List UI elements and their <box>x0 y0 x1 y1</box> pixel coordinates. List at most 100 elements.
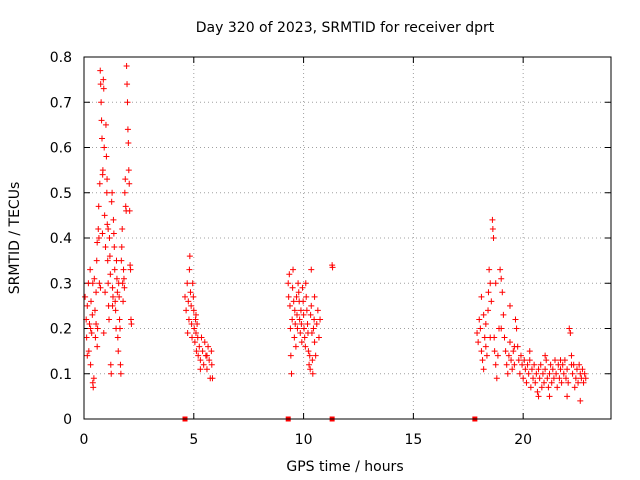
data-point <box>559 361 566 368</box>
data-point <box>302 280 309 287</box>
data-point <box>502 348 509 355</box>
data-point <box>309 370 316 377</box>
data-point <box>557 366 564 373</box>
data-point <box>498 275 505 282</box>
data-point <box>191 339 198 346</box>
data-point <box>87 266 94 273</box>
data-point <box>550 375 557 382</box>
data-point <box>311 339 318 346</box>
data-point <box>85 348 92 355</box>
data-point <box>102 121 109 128</box>
data-point <box>87 361 94 368</box>
data-point <box>315 334 322 341</box>
data-point <box>289 316 296 323</box>
data-point <box>126 207 133 214</box>
y-tick-label: 0.4 <box>50 231 72 247</box>
data-point <box>501 334 508 341</box>
data-point <box>535 393 542 400</box>
data-point <box>189 280 196 287</box>
data-point <box>285 280 292 287</box>
data-point <box>295 280 302 287</box>
y-tick-label: 0.7 <box>50 95 72 111</box>
data-point <box>93 257 100 264</box>
data-point <box>307 366 314 373</box>
data-point <box>118 244 125 251</box>
data-point <box>199 348 206 355</box>
data-point <box>103 153 110 160</box>
data-point <box>519 361 526 368</box>
data-point <box>125 167 132 174</box>
data-point <box>187 289 194 296</box>
data-point <box>287 325 294 332</box>
data-point <box>90 384 97 391</box>
data-point <box>122 176 129 183</box>
data-point <box>305 348 312 355</box>
data-point <box>528 366 535 373</box>
data-point <box>96 280 103 287</box>
data-point <box>121 284 128 291</box>
data-point <box>291 307 298 314</box>
data-point <box>96 180 103 187</box>
data-point <box>509 366 516 373</box>
data-point <box>581 370 588 377</box>
data-point <box>109 302 116 309</box>
data-point <box>314 307 321 314</box>
data-point <box>292 320 299 327</box>
data-point <box>110 216 117 223</box>
data-point <box>100 85 107 92</box>
data-point <box>526 357 533 364</box>
y-tick-label: 0.1 <box>50 367 72 383</box>
data-point <box>104 176 111 183</box>
data-point <box>516 370 523 377</box>
y-tick-label: 0.6 <box>50 141 72 157</box>
data-point <box>203 352 210 359</box>
data-point <box>489 225 496 232</box>
data-point <box>536 375 543 382</box>
data-point <box>302 343 309 350</box>
data-point <box>308 302 315 309</box>
data-point <box>567 330 574 337</box>
data-point <box>200 361 207 368</box>
data-point <box>311 316 318 323</box>
data-point <box>562 375 569 382</box>
x-tick-label: 5 <box>189 432 198 448</box>
data-point <box>98 117 105 124</box>
data-point <box>296 316 303 323</box>
data-point <box>290 266 297 273</box>
data-point <box>208 361 215 368</box>
data-point <box>480 311 487 318</box>
data-point <box>100 330 107 337</box>
data-point <box>118 257 125 264</box>
data-point <box>487 334 494 341</box>
data-point <box>511 343 518 350</box>
data-point <box>109 293 116 300</box>
data-point <box>485 289 492 296</box>
data-point <box>548 379 555 386</box>
data-point <box>285 293 292 300</box>
data-point <box>117 361 124 368</box>
data-point <box>571 384 578 391</box>
data-point <box>308 330 315 337</box>
data-point <box>558 379 565 386</box>
data-point <box>482 343 489 350</box>
data-point <box>106 235 113 241</box>
data-point <box>298 320 305 327</box>
data-point <box>103 189 110 196</box>
data-point <box>100 76 107 83</box>
data-point <box>124 81 131 88</box>
data-point <box>120 275 127 282</box>
data-point <box>192 311 199 318</box>
data-point <box>107 361 114 368</box>
data-point <box>197 357 204 364</box>
data-point <box>306 361 313 368</box>
data-point <box>486 266 493 273</box>
data-point <box>537 361 544 368</box>
data-point <box>107 271 114 278</box>
data-point <box>565 379 572 386</box>
data-point <box>476 316 483 323</box>
data-point <box>128 320 135 327</box>
data-point <box>526 348 533 355</box>
data-point <box>104 221 111 228</box>
data-point <box>515 357 522 364</box>
